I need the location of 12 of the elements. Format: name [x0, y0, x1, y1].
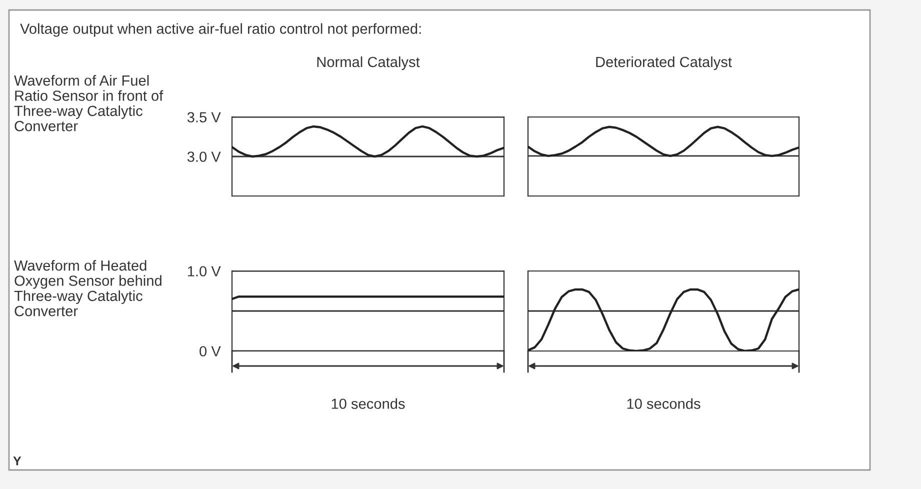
chart-title: Normal Catalyst	[317, 56, 420, 70]
x-axis-title: 10 seconds	[332, 398, 405, 409]
x-axis-title: 10 seconds	[627, 398, 700, 409]
y-axis-title: Waveform of Air Fuel Ratio Sensor in front of Three-way Catalytic Converter	[14, 75, 164, 132]
text: Voltage output when active air-fuel ratio control not performed:	[20, 23, 421, 37]
y-tick-label: 1.0 V	[188, 266, 221, 276]
text: Y	[13, 456, 22, 466]
y-tick-label: 3.0 V	[187, 152, 221, 162]
y-tick-label: 0 V	[200, 346, 221, 356]
chart-title: Deteriorated Catalyst	[596, 56, 732, 70]
y-axis-title: Waveform of Heated Oxygen Sensor behind Three-way Catalytic Converter	[14, 260, 162, 316]
y-tick-label: 3.5 V	[187, 112, 221, 122]
